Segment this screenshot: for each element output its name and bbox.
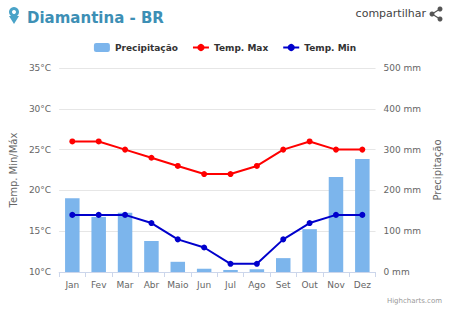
svg-text:10°C: 10°C <box>29 267 51 277</box>
svg-text:100 mm: 100 mm <box>384 226 422 236</box>
svg-text:15°C: 15°C <box>29 226 51 236</box>
svg-text:Nov: Nov <box>327 280 345 290</box>
svg-text:Jul: Jul <box>224 280 236 290</box>
svg-text:Abr: Abr <box>144 280 160 290</box>
svg-text:Fev: Fev <box>91 280 107 290</box>
svg-text:Ago: Ago <box>248 280 266 290</box>
svg-text:Set: Set <box>276 280 291 290</box>
svg-text:300 mm: 300 mm <box>384 145 422 155</box>
svg-text:Jun: Jun <box>196 280 211 290</box>
svg-text:Temp. Min/Máx: Temp. Min/Máx <box>8 133 19 209</box>
svg-text:400 mm: 400 mm <box>384 104 422 114</box>
svg-text:Mar: Mar <box>117 280 134 290</box>
svg-text:Out: Out <box>301 280 318 290</box>
svg-text:200 mm: 200 mm <box>384 185 422 195</box>
svg-text:Highcharts.com: Highcharts.com <box>387 297 442 305</box>
svg-text:20°C: 20°C <box>29 185 51 195</box>
svg-text:35°C: 35°C <box>29 63 51 73</box>
svg-text:30°C: 30°C <box>29 104 51 114</box>
svg-text:Jan: Jan <box>64 280 79 290</box>
svg-text:Diamantina - BR: Diamantina - BR <box>27 9 164 27</box>
svg-text:Dez: Dez <box>354 280 371 290</box>
svg-text:Precipitação: Precipitação <box>115 43 178 53</box>
svg-text:compartilhar: compartilhar <box>356 7 427 20</box>
svg-text:Temp. Max: Temp. Max <box>214 43 268 53</box>
svg-text:25°C: 25°C <box>29 145 51 155</box>
svg-text:500 mm: 500 mm <box>384 63 422 73</box>
svg-text:Precipitação: Precipitação <box>432 139 443 200</box>
svg-text:Maio: Maio <box>167 280 189 290</box>
svg-text:Temp. Min: Temp. Min <box>304 43 356 53</box>
svg-text:0 mm: 0 mm <box>384 267 410 277</box>
